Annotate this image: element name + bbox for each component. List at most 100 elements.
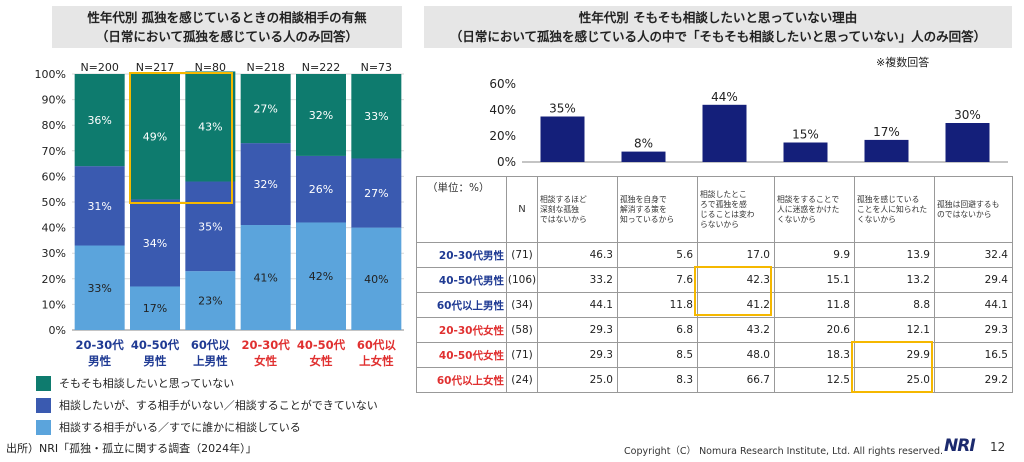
n-header-text: N bbox=[518, 203, 526, 215]
column-header-line: 人に迷惑をかけた bbox=[777, 204, 840, 214]
table-cell: 13.2 bbox=[854, 267, 935, 293]
row-n: (34) bbox=[506, 292, 538, 318]
table-cell: 29.3 bbox=[934, 317, 1013, 343]
y-tick-label: 0% bbox=[49, 324, 66, 337]
column-header-line: くないから bbox=[857, 214, 896, 224]
table-cell: 6.8 bbox=[617, 317, 698, 343]
table-cell: 18.3 bbox=[774, 342, 855, 368]
row-label: 20-30代女性 bbox=[416, 317, 507, 343]
stacked-bar-chart: 0% 10% 20% 30% 40% 50% 60% 70% 80% 90% 100% 33% 31%… bbox=[35, 61, 404, 368]
row-n: (58) bbox=[506, 317, 538, 343]
table-cell: 33.2 bbox=[537, 267, 618, 293]
bar-segment bbox=[240, 143, 291, 226]
table-cell: 25.0 bbox=[537, 367, 618, 393]
y-tick-label: 40% bbox=[42, 222, 66, 235]
reason-value-label: 8% bbox=[634, 137, 653, 151]
column-header-line: ろで孤独を感 bbox=[700, 199, 747, 209]
highlight-box-40-50-male bbox=[129, 72, 233, 204]
data-label: 33% bbox=[87, 282, 111, 295]
table-cell: 16.5 bbox=[934, 342, 1013, 368]
column-header: 相談したとこ ろで孤独を感 じることは変わ らないから bbox=[697, 176, 775, 243]
legend-item-has-partner: 相談する相手がいる／すでに誰かに相談している bbox=[36, 419, 301, 435]
table-cell: 66.7 bbox=[697, 367, 775, 393]
column-header-line: 相談をすることで bbox=[777, 194, 840, 204]
left-title-line2: （日常において孤独を感じている人のみ回答） bbox=[95, 29, 359, 44]
table-cell: 9.9 bbox=[774, 242, 855, 268]
row-n: (24) bbox=[506, 367, 538, 393]
n-label: N=222 bbox=[302, 61, 340, 74]
table-cell: 29.2 bbox=[934, 367, 1013, 393]
bar-segment bbox=[74, 245, 125, 330]
data-label: 27% bbox=[364, 187, 388, 200]
x-category-label-line1: 60代以 bbox=[191, 338, 231, 352]
y-tick-label: 70% bbox=[42, 145, 66, 158]
reason-bar bbox=[621, 151, 666, 162]
bar-segment bbox=[74, 166, 125, 246]
column-header: 相談するほど 深刻な孤独 ではないから bbox=[537, 176, 618, 243]
legend-item-no-partner: 相談したいが、する相手がいない／相談することができていない bbox=[36, 397, 378, 413]
n-header: N bbox=[506, 176, 538, 243]
row-label: 20-30代男性 bbox=[416, 242, 507, 268]
highlight-box-female-40-60 bbox=[851, 341, 933, 393]
column-header-line: 知っているから bbox=[620, 214, 675, 224]
reason-bar bbox=[702, 104, 747, 162]
bar-segment bbox=[185, 71, 236, 182]
y-tick-label: 20% bbox=[489, 129, 516, 143]
bar-segment bbox=[240, 225, 291, 330]
row-label: 60代以上女性 bbox=[416, 367, 507, 393]
bar-segment bbox=[240, 74, 291, 144]
x-category-label-line1: 20-30代 bbox=[242, 338, 291, 352]
table-cell: 20.6 bbox=[774, 317, 855, 343]
column-header: 孤独は回避するも のではないから bbox=[934, 176, 1013, 243]
column-header-line: ことを人に知られた bbox=[857, 204, 928, 214]
x-category-label-line2: 男性 bbox=[144, 354, 167, 368]
column-header-line: じることは変わ bbox=[700, 209, 755, 219]
table-row: 20-30代女性 (58) 29.3 6.8 43.2 20.6 12.1 29.3 bbox=[416, 317, 1013, 343]
n-label: N=218 bbox=[246, 61, 284, 74]
reason-bar-chart: 0% 20% 40% 60% 35% 8% 44% 15% 17% 30% bbox=[489, 77, 1008, 169]
data-label: 41% bbox=[253, 272, 277, 285]
y-tick-label: 80% bbox=[42, 119, 66, 132]
data-label: 49% bbox=[143, 131, 167, 144]
row-n: (71) bbox=[506, 342, 538, 368]
table-cell: 46.3 bbox=[537, 242, 618, 268]
data-label: 31% bbox=[87, 200, 111, 213]
copyright: Copyright（C） Nomura Research Institute, … bbox=[624, 446, 944, 457]
data-label: 35% bbox=[198, 220, 222, 233]
x-category-label-line2: 女性 bbox=[254, 354, 277, 368]
column-header: 孤独を感じている ことを人に知られた くないから bbox=[854, 176, 935, 243]
row-label: 40-50代女性 bbox=[416, 342, 507, 368]
data-label: 34% bbox=[143, 237, 167, 250]
table-cell: 5.6 bbox=[617, 242, 698, 268]
x-category-label-line1: 20-30代 bbox=[76, 338, 125, 352]
row-n: (71) bbox=[506, 242, 538, 268]
column-header-line: くないから bbox=[777, 214, 816, 224]
data-label: 32% bbox=[253, 178, 277, 191]
y-tick-label: 40% bbox=[489, 103, 516, 117]
legend-label-no-partner: 相談したいが、する相手がいない／相談することができていない bbox=[59, 399, 378, 412]
legend-swatch-mid-blue bbox=[36, 397, 51, 413]
highlight-box-male-40-60 bbox=[694, 266, 772, 316]
data-label: 17% bbox=[143, 302, 167, 315]
reason-value-label: 30% bbox=[954, 108, 981, 122]
bar-segment bbox=[351, 227, 402, 330]
data-label: 33% bbox=[364, 110, 388, 123]
column-header: 孤独を自身で 解消する策を 知っているから bbox=[617, 176, 698, 243]
table-cell: 12.1 bbox=[854, 317, 935, 343]
bar-segment bbox=[130, 74, 180, 200]
x-category-label-line1: 40-50代 bbox=[297, 338, 346, 352]
x-category-label-line2: 上女性 bbox=[359, 354, 394, 368]
n-label: N=80 bbox=[195, 61, 226, 74]
table-row: 60代以上女性 (24) 25.0 8.3 66.7 12.5 25.0 29.2 bbox=[416, 367, 1013, 393]
table-cell: 12.5 bbox=[774, 367, 855, 393]
reason-bar bbox=[864, 139, 909, 162]
table-cell: 29.3 bbox=[537, 317, 618, 343]
column-header-line: 解消する策を bbox=[620, 204, 667, 214]
y-tick-label: 30% bbox=[42, 247, 66, 260]
row-n: (106) bbox=[506, 267, 538, 293]
y-tick-label: 60% bbox=[489, 77, 516, 91]
right-chart-title: 性年代別 そもそも相談したいと思っていない理由 （日常において孤独を感じている人… bbox=[424, 6, 1012, 48]
multiple-answer-note: ※複数回答 bbox=[876, 56, 930, 69]
table-cell: 48.0 bbox=[697, 342, 775, 368]
legend-swatch-teal bbox=[36, 375, 51, 391]
